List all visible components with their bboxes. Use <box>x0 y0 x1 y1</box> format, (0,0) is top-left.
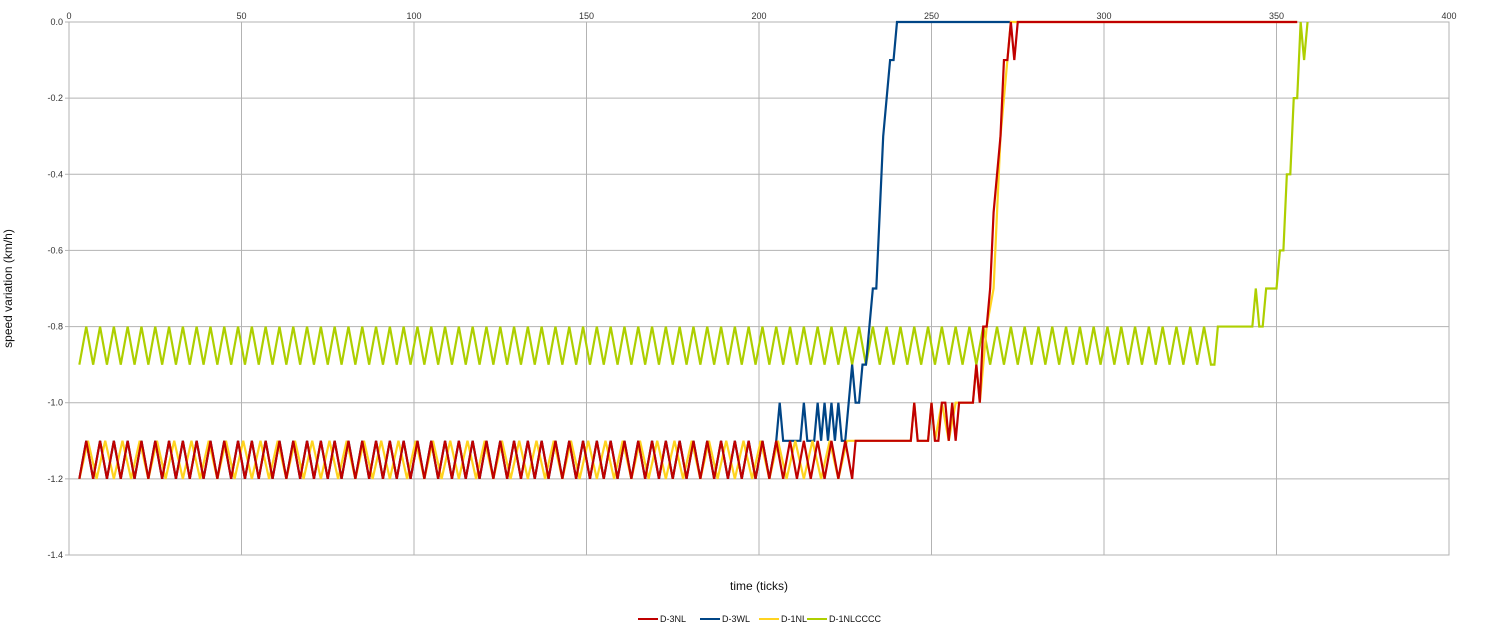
x-tick-label: 350 <box>1269 11 1284 21</box>
y-tick-label: -0.2 <box>47 93 63 103</box>
legend-label: D-3WL <box>722 614 750 624</box>
y-tick-label: -1.4 <box>47 550 63 560</box>
x-tick-label: 200 <box>751 11 766 21</box>
y-axis-title: speed variation (km/h) <box>1 229 15 348</box>
plot-area-frame <box>68 21 1450 556</box>
y-axis-ticks: 0.0 -0.2 -0.4 -0.6 -0.8 -1.0 -1.2 -1.4 <box>47 17 63 560</box>
x-axis-title: time (ticks) <box>730 579 788 593</box>
y-tick-label: -0.4 <box>47 169 63 179</box>
x-tick-label: 300 <box>1096 11 1111 21</box>
x-tick-label: 0 <box>66 11 71 21</box>
x-tick-label: 100 <box>406 11 421 21</box>
x-tick-label: 400 <box>1441 11 1456 21</box>
y-tick-label: 0.0 <box>50 17 63 27</box>
legend-label: D-1NLCCCC <box>829 614 882 624</box>
x-axis-ticks: 0 50 100 150 200 250 300 350 400 <box>66 11 1456 21</box>
y-tick-label: -1.0 <box>47 398 63 408</box>
x-tick-label: 50 <box>236 11 246 21</box>
x-tick-label: 250 <box>924 11 939 21</box>
legend: D-3NL D-3WL D-1NL D-1NLCCCC <box>638 614 882 624</box>
y-tick-label: -0.8 <box>47 322 63 332</box>
x-tick-label: 150 <box>579 11 594 21</box>
series-lines <box>78 20 1309 480</box>
legend-label: D-3NL <box>660 614 686 624</box>
series-line-d-3nl <box>78 20 1298 480</box>
legend-label: D-1NL <box>781 614 807 624</box>
y-tick-label: -0.6 <box>47 245 63 255</box>
series-line-d-1nlcccc <box>78 21 1309 366</box>
y-tick-label: -1.2 <box>47 474 63 484</box>
